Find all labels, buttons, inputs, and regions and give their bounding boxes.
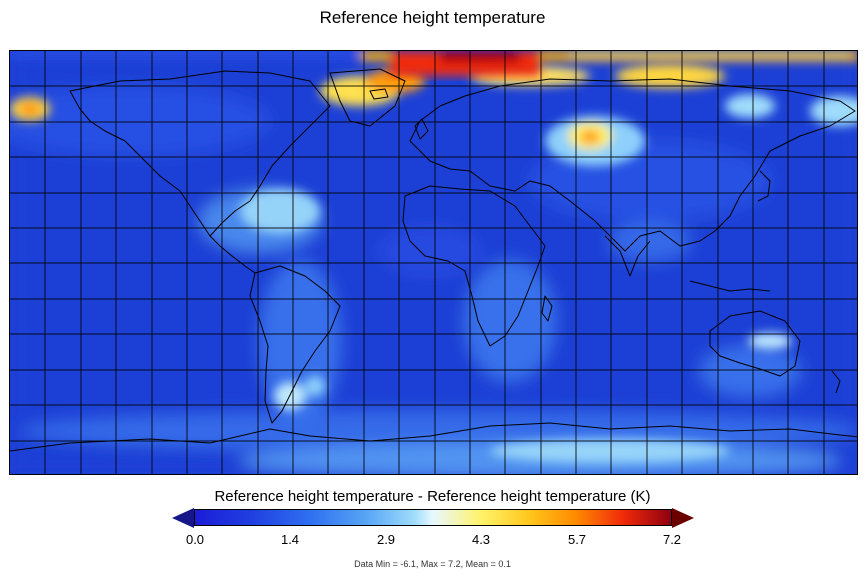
coast-indonesia bbox=[689, 280, 771, 292]
data-stats: Data Min = -6.1, Max = 7.2, Mean = 0.1 bbox=[354, 559, 511, 569]
coast-japan bbox=[757, 170, 771, 202]
coast-new-zealand bbox=[831, 370, 841, 394]
graticule bbox=[10, 51, 857, 474]
colorbar-tick: 4.3 bbox=[471, 532, 491, 547]
world-temperature-map bbox=[9, 50, 858, 475]
colorbar-tick: 5.7 bbox=[567, 532, 587, 547]
colorbar bbox=[172, 508, 694, 528]
coastlines bbox=[10, 68, 857, 452]
colorbar-title: Reference height temperature - Reference… bbox=[214, 488, 651, 505]
colorbar-tick: 2.9 bbox=[376, 532, 396, 547]
coast-antarctica bbox=[10, 422, 857, 452]
arctic-warm-band bbox=[10, 51, 857, 76]
coast-africa bbox=[402, 185, 546, 347]
colorbar-tick: 1.4 bbox=[280, 532, 300, 547]
map-title: Reference height temperature bbox=[319, 8, 546, 27]
coast-north-america bbox=[69, 70, 331, 237]
coast-central-america bbox=[209, 235, 256, 274]
coast-iceland bbox=[369, 88, 389, 100]
colorbar-max-arrow bbox=[672, 508, 694, 528]
colorbar-tick: 7.2 bbox=[662, 532, 682, 547]
coast-britain bbox=[414, 118, 429, 140]
coast-madagascar bbox=[541, 295, 553, 322]
colorbar-tick: 0.0 bbox=[185, 532, 205, 547]
coast-south-america bbox=[249, 265, 341, 424]
map-canvas bbox=[10, 51, 857, 474]
coast-eurasia bbox=[409, 78, 856, 252]
coast-greenland bbox=[329, 68, 406, 127]
coast-india bbox=[604, 235, 651, 277]
colorbar-min-arrow bbox=[172, 508, 194, 528]
colorbar-gradient bbox=[194, 509, 672, 526]
coast-australia bbox=[709, 310, 801, 377]
